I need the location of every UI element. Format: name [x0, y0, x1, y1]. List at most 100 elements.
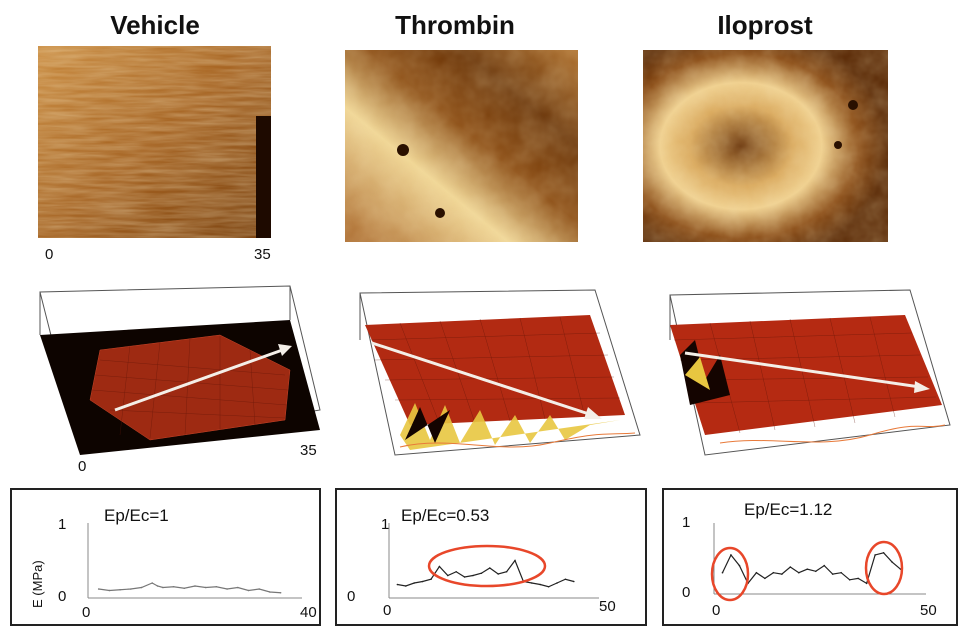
data-point [882, 552, 885, 554]
surface-scale-max: 35 [300, 442, 317, 459]
data-point [119, 588, 121, 591]
data-point [547, 585, 550, 588]
ratio-annotation: Ep/Ec=1.12 [744, 500, 833, 519]
data-point [413, 582, 415, 584]
surface-plot-iloprost [660, 285, 960, 465]
afm-image-iloprost [643, 50, 888, 242]
data-point [258, 588, 260, 590]
data-point [505, 570, 508, 573]
x-tick-min: 0 [383, 602, 392, 619]
highlight-ellipse [710, 546, 750, 602]
data-point [97, 588, 100, 590]
chart-thrombin [388, 523, 599, 599]
data-point [730, 554, 732, 556]
data-point [279, 591, 282, 594]
elasticity-panel-vehicle: Ep/Ec=1 E (MPa) 1 0 0 40 [10, 488, 321, 626]
highlight-ellipse [427, 544, 547, 588]
data-point [539, 583, 541, 586]
data-point [840, 571, 842, 574]
data-point [237, 586, 239, 589]
surface-plot-thrombin [350, 285, 650, 465]
data-point [430, 578, 432, 581]
y-tick-bottom: 0 [58, 588, 67, 605]
data-point [772, 571, 775, 574]
title-vehicle: Vehicle [110, 10, 200, 40]
elasticity-panel-iloprost: Ep/Ec=1.12 1 0 0 50 [662, 488, 958, 626]
y-tick-top: 1 [58, 516, 67, 533]
afm-image-vehicle [38, 46, 271, 238]
x-tick-min: 0 [82, 604, 91, 621]
x-tick-min: 0 [712, 602, 721, 619]
data-point [823, 564, 826, 567]
y-tick-bottom: 0 [347, 588, 356, 605]
data-point [269, 591, 271, 593]
data-point [489, 567, 491, 569]
title-thrombin: Thrombin [395, 10, 515, 40]
series-line [397, 559, 574, 588]
x-tick-max: 50 [920, 602, 937, 619]
data-point [455, 570, 457, 573]
data-point [421, 580, 424, 583]
data-point [447, 574, 449, 577]
ratio-annotation: Ep/Ec=1 [104, 506, 169, 525]
data-point [151, 582, 153, 584]
data-point [480, 572, 483, 575]
data-point [183, 587, 186, 590]
data-point [806, 568, 809, 570]
x-tick-max: 40 [300, 604, 317, 621]
data-point [140, 586, 143, 589]
data-point [556, 582, 558, 584]
data-point [156, 585, 159, 587]
data-point [405, 585, 407, 587]
data-point [798, 571, 800, 574]
chart-iloprost [710, 523, 926, 602]
data-point [857, 577, 859, 580]
data-point [755, 571, 758, 574]
y-tick-bottom: 0 [682, 584, 691, 601]
data-point [738, 564, 741, 567]
data-point [226, 588, 228, 590]
series-line [98, 582, 281, 594]
data-point [204, 586, 207, 589]
data-point [194, 585, 196, 587]
data-point [573, 580, 575, 583]
data-point [396, 583, 399, 586]
data-point [831, 573, 834, 575]
data-point [108, 589, 111, 592]
data-point [472, 574, 474, 577]
highlight-ellipse [864, 540, 904, 596]
data-point [162, 586, 164, 589]
surface-scale-min: 0 [78, 458, 87, 475]
afm-image-thrombin [345, 50, 578, 242]
data-point [721, 571, 724, 574]
title-iloprost: Iloprost [717, 10, 813, 40]
series-line [721, 552, 901, 585]
elasticity-panel-thrombin: Ep/Ec=0.53 1 0 0 50 [335, 488, 647, 626]
ratio-annotation: Ep/Ec=0.53 [401, 506, 490, 525]
data-point [814, 570, 817, 573]
data-point [463, 576, 466, 578]
data-point [514, 559, 516, 562]
data-point [172, 585, 175, 588]
data-point [215, 585, 218, 588]
surface-plot-vehicle [30, 280, 330, 460]
data-point [438, 565, 441, 568]
x-tick-max: 50 [599, 598, 616, 615]
afm-scale-min: 0 [45, 246, 54, 263]
data-point [130, 588, 132, 590]
data-point [247, 589, 250, 592]
data-point [781, 573, 783, 575]
data-point [764, 577, 766, 580]
y-tick-top: 1 [682, 514, 691, 531]
data-point [564, 578, 567, 581]
data-point [497, 573, 499, 575]
data-point [865, 582, 868, 585]
data-point [874, 554, 876, 556]
data-point [848, 579, 851, 581]
data-point [891, 561, 893, 563]
data-point [789, 566, 792, 568]
afm-scale-max: 35 [254, 246, 271, 263]
data-point [531, 582, 533, 584]
y-tick-top: 1 [381, 516, 390, 533]
chart-vehicle [87, 523, 302, 599]
